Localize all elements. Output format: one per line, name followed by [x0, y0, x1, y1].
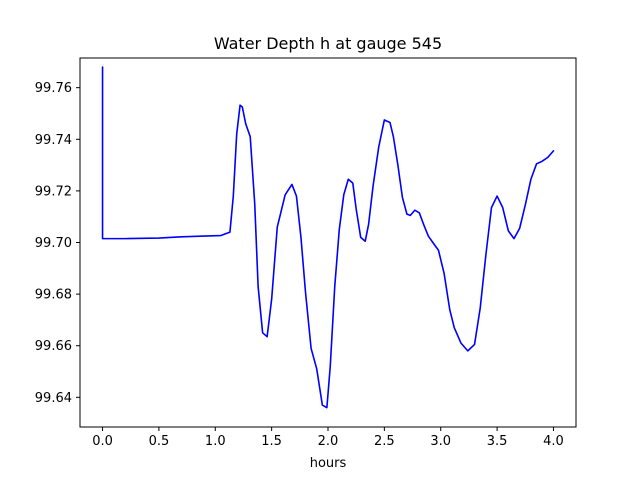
x-tick-label: 3.5 [487, 434, 508, 449]
x-tick-label: 0.0 [92, 434, 113, 449]
y-tick-label: 99.76 [35, 81, 72, 96]
y-tick-label: 99.74 [35, 133, 72, 148]
y-tick-label: 99.68 [35, 288, 72, 303]
x-tick-label: 1.5 [261, 434, 282, 449]
axes: 0.0 0.5 1.0 1.5 2.0 2.5 3.0 3.5 4.0 99.64 99.66 99.… [35, 57, 577, 449]
y-tick-label: 99.64 [35, 391, 72, 406]
x-tick-label: 1.0 [205, 434, 226, 449]
x-tick-label: 0.5 [149, 434, 170, 449]
x-tick-label: 2.0 [318, 434, 339, 449]
x-axis-label: hours [310, 456, 347, 471]
plot-area [101, 66, 555, 409]
y-tick-label: 99.70 [35, 236, 72, 251]
x-tick-label: 3.0 [430, 434, 451, 449]
chart-title: Water Depth h at gauge 545 [214, 34, 442, 53]
x-tick-label: 4.0 [543, 434, 564, 449]
y-tick-label: 99.66 [35, 339, 72, 354]
x-tick-label: 2.5 [374, 434, 395, 449]
series-line-0 [101, 66, 555, 409]
y-tick-label: 99.72 [35, 184, 72, 199]
